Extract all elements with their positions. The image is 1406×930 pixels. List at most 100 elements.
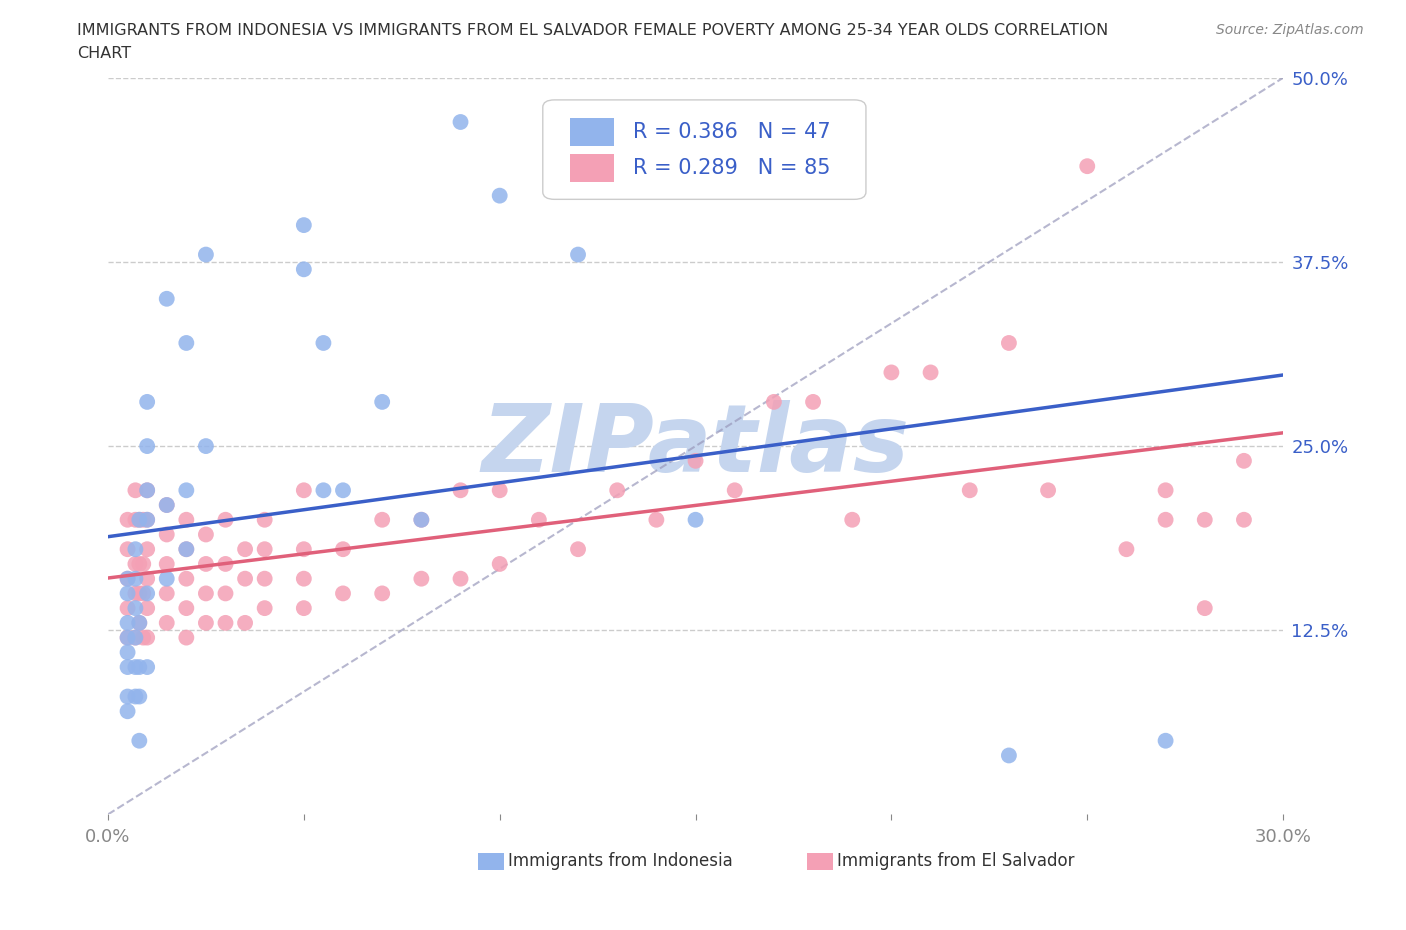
Point bbox=[136, 512, 159, 527]
Point bbox=[214, 586, 236, 601]
FancyBboxPatch shape bbox=[569, 154, 614, 182]
Point bbox=[233, 542, 256, 557]
Point bbox=[371, 394, 394, 409]
Point bbox=[724, 483, 747, 498]
Point bbox=[156, 498, 179, 512]
Point bbox=[527, 512, 550, 527]
Point bbox=[136, 659, 159, 674]
Point bbox=[762, 394, 785, 409]
Point bbox=[841, 512, 863, 527]
Point bbox=[176, 601, 198, 616]
Text: Source: ZipAtlas.com: Source: ZipAtlas.com bbox=[1216, 23, 1364, 37]
Point bbox=[156, 498, 179, 512]
Point bbox=[132, 586, 155, 601]
Point bbox=[1194, 512, 1216, 527]
Point bbox=[176, 512, 198, 527]
Point bbox=[128, 512, 150, 527]
Text: Immigrants from Indonesia: Immigrants from Indonesia bbox=[508, 852, 733, 870]
Point bbox=[1115, 542, 1137, 557]
Point bbox=[214, 616, 236, 631]
Point bbox=[117, 601, 139, 616]
Point bbox=[253, 542, 276, 557]
Point bbox=[124, 586, 146, 601]
Point bbox=[233, 571, 256, 586]
Point bbox=[124, 512, 146, 527]
Text: CHART: CHART bbox=[77, 46, 131, 60]
Point bbox=[959, 483, 981, 498]
Point bbox=[371, 586, 394, 601]
Point bbox=[488, 483, 510, 498]
Text: R = 0.289   N = 85: R = 0.289 N = 85 bbox=[633, 158, 831, 179]
Point bbox=[1154, 733, 1177, 748]
Point bbox=[176, 336, 198, 351]
Point bbox=[128, 733, 150, 748]
Point bbox=[1036, 483, 1059, 498]
Point bbox=[1233, 512, 1256, 527]
FancyBboxPatch shape bbox=[478, 854, 503, 870]
Point bbox=[117, 704, 139, 719]
Point bbox=[136, 542, 159, 557]
Text: IMMIGRANTS FROM INDONESIA VS IMMIGRANTS FROM EL SALVADOR FEMALE POVERTY AMONG 25: IMMIGRANTS FROM INDONESIA VS IMMIGRANTS … bbox=[77, 23, 1108, 38]
Point bbox=[136, 631, 159, 645]
Point bbox=[645, 512, 668, 527]
Point bbox=[117, 586, 139, 601]
Point bbox=[371, 512, 394, 527]
Point bbox=[1154, 483, 1177, 498]
Point bbox=[117, 512, 139, 527]
Point bbox=[292, 571, 315, 586]
Point bbox=[685, 512, 707, 527]
Point bbox=[156, 291, 179, 306]
Point bbox=[685, 454, 707, 469]
Point bbox=[136, 571, 159, 586]
Point bbox=[156, 586, 179, 601]
Point bbox=[214, 512, 236, 527]
Point bbox=[124, 659, 146, 674]
Point bbox=[488, 188, 510, 203]
Point bbox=[117, 542, 139, 557]
Point bbox=[117, 631, 139, 645]
Point bbox=[194, 616, 217, 631]
Point bbox=[411, 512, 433, 527]
Point bbox=[128, 689, 150, 704]
Point bbox=[332, 483, 354, 498]
Point bbox=[450, 571, 472, 586]
Point bbox=[124, 571, 146, 586]
Point bbox=[292, 218, 315, 232]
Point bbox=[124, 483, 146, 498]
Point bbox=[332, 586, 354, 601]
Point bbox=[176, 631, 198, 645]
Point bbox=[124, 542, 146, 557]
Point bbox=[132, 512, 155, 527]
Point bbox=[450, 114, 472, 129]
Point bbox=[176, 483, 198, 498]
Point bbox=[1154, 512, 1177, 527]
Point bbox=[136, 483, 159, 498]
Point bbox=[124, 601, 146, 616]
Point bbox=[312, 483, 335, 498]
Point bbox=[880, 365, 903, 379]
Point bbox=[214, 556, 236, 571]
Point bbox=[156, 571, 179, 586]
Point bbox=[194, 247, 217, 262]
Point bbox=[124, 689, 146, 704]
Point bbox=[253, 571, 276, 586]
Point bbox=[194, 556, 217, 571]
FancyBboxPatch shape bbox=[807, 854, 832, 870]
Point bbox=[998, 336, 1021, 351]
Point bbox=[117, 571, 139, 586]
Point bbox=[128, 512, 150, 527]
Point bbox=[117, 644, 139, 659]
Point bbox=[332, 542, 354, 557]
Point bbox=[132, 556, 155, 571]
Point bbox=[292, 483, 315, 498]
Point bbox=[253, 601, 276, 616]
Point bbox=[233, 616, 256, 631]
Point bbox=[128, 556, 150, 571]
Text: Immigrants from El Salvador: Immigrants from El Salvador bbox=[837, 852, 1074, 870]
Point bbox=[136, 439, 159, 454]
Point bbox=[176, 542, 198, 557]
FancyBboxPatch shape bbox=[569, 118, 614, 146]
Point bbox=[450, 483, 472, 498]
Point bbox=[194, 527, 217, 542]
Point bbox=[567, 542, 589, 557]
